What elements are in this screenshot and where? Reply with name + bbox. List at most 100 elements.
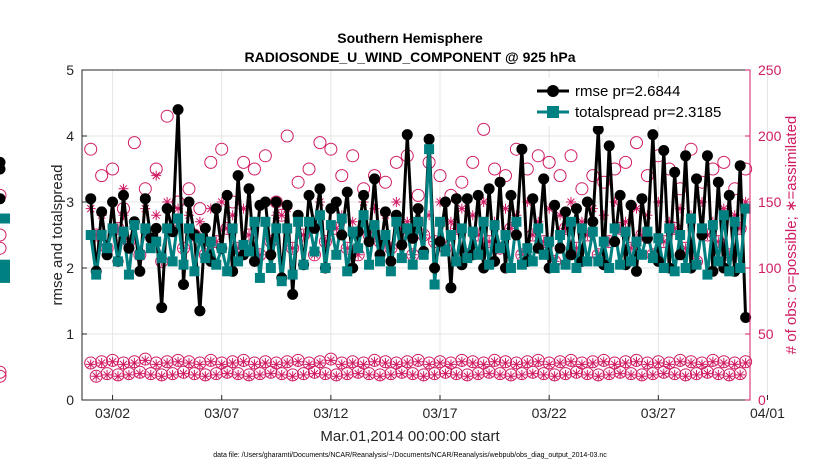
totalspread-point (364, 259, 375, 270)
rmse-point (0, 163, 6, 175)
obs-assimilated-point (582, 369, 593, 380)
rmse-point (603, 140, 615, 152)
obs-assimilated-point (555, 210, 566, 221)
rmse-point (412, 203, 424, 215)
legend: rmse pr=2.6844 totalspread pr=2.3185 (532, 78, 740, 126)
obs-assimilated-point (636, 230, 647, 240)
totalspread-point (249, 216, 260, 227)
obs-possible-point (455, 175, 469, 189)
obs-assimilated-point (609, 359, 620, 370)
rmse-point (287, 288, 299, 300)
totalspread-point (254, 272, 265, 283)
obs-assimilated-point (244, 230, 254, 240)
obs-assimilated-point (495, 369, 506, 380)
obs-assimilated-point (445, 359, 456, 370)
rmse-point (210, 203, 222, 215)
obs-assimilated-point (113, 371, 124, 382)
obs-assimilated-point (484, 236, 495, 247)
rmse-point (117, 189, 129, 201)
totalspread-point (505, 263, 516, 273)
totalspread-point (287, 269, 298, 280)
rmse-point (516, 143, 528, 155)
rmse-point (669, 166, 681, 178)
obs-assimilated-point (696, 359, 707, 370)
rmse-point (674, 249, 686, 261)
totalspread-point (593, 256, 604, 267)
obs-assimilated-point (680, 371, 691, 382)
obs-assimilated-point (435, 358, 446, 369)
obs-assimilated-point (691, 369, 702, 380)
obs-assimilated-point (364, 369, 375, 380)
obs-assimilated-point (478, 359, 489, 370)
obs-assimilated-point (467, 210, 478, 221)
y-tick-label: 0 (66, 392, 74, 408)
rmse-point (609, 236, 621, 248)
totalspread-point (314, 210, 325, 221)
totalspread-point (227, 223, 238, 234)
rmse-point (680, 150, 692, 162)
y2-axis-label: # of obs: o=possible; ∗=assimilated (783, 116, 800, 355)
totalspread-point (724, 266, 735, 277)
rmse-point (570, 203, 582, 215)
obs-assimilated-point (451, 369, 462, 380)
obs-possible-point (0, 188, 7, 202)
rmse-point (723, 189, 735, 201)
obs-assimilated-point (544, 203, 555, 214)
rmse-point (369, 173, 381, 185)
rmse-point (265, 249, 277, 261)
obs-assimilated-point (314, 358, 325, 369)
totalspread-point (435, 216, 446, 227)
obs-assimilated-point (462, 371, 473, 382)
obs-assimilated-point (287, 243, 298, 254)
totalspread-point (336, 213, 347, 224)
obs-possible-point (258, 149, 272, 163)
rmse-point (538, 173, 550, 185)
rmse-point (336, 229, 348, 241)
totalspread-point (293, 216, 304, 227)
totalspread-point (740, 203, 751, 214)
totalspread-point (473, 249, 484, 260)
legend-totalspread-label: totalspread pr=2.3185 (575, 104, 721, 121)
y2-tick-label: 250 (758, 62, 782, 78)
rmse-point (429, 262, 441, 274)
obs-assimilated-point (669, 369, 680, 380)
legend-rmse-marker (547, 85, 559, 97)
obs-assimilated-point (282, 358, 293, 369)
totalspread-point (0, 213, 10, 224)
y-axis-label: rmse and totalspread (49, 165, 66, 306)
obs-assimilated-point (707, 356, 718, 367)
obs-assimilated-point (549, 371, 560, 382)
obs-possible-point (247, 162, 261, 176)
obs-assimilated-point (653, 197, 664, 207)
obs-possible-point (324, 142, 338, 156)
totalspread-point (565, 216, 576, 227)
obs-assimilated-point (118, 183, 129, 194)
totalspread-point (713, 256, 724, 267)
obs-assimilated-point (276, 210, 287, 221)
obs-assimilated-point (702, 368, 713, 379)
x-tick-label: 03/22 (532, 405, 567, 421)
obs-assimilated-point (522, 358, 533, 369)
obs-possible-point (346, 149, 360, 163)
obs-assimilated-point (402, 358, 413, 369)
obs-assimilated-point (194, 216, 205, 227)
totalspread-point (96, 230, 107, 240)
totalspread-point (238, 239, 249, 250)
obs-assimilated-point (107, 356, 118, 367)
totalspread-point (489, 220, 500, 231)
obs-assimilated-point (260, 358, 271, 369)
totalspread-point (440, 246, 451, 257)
totalspread-point (282, 223, 293, 234)
totalspread-point (271, 223, 282, 234)
totalspread-point (167, 256, 178, 267)
obs-assimilated-point (102, 369, 113, 380)
totalspread-point (451, 256, 462, 267)
obs-possible-point (106, 162, 120, 176)
obs-assimilated-point (565, 356, 576, 367)
rmse-point (614, 189, 626, 201)
obs-assimilated-point (216, 197, 227, 207)
totalspread-point (156, 253, 167, 264)
obs-assimilated-point (325, 355, 336, 366)
y-tick-label: 4 (66, 128, 74, 144)
obs-assimilated-point (200, 371, 211, 382)
